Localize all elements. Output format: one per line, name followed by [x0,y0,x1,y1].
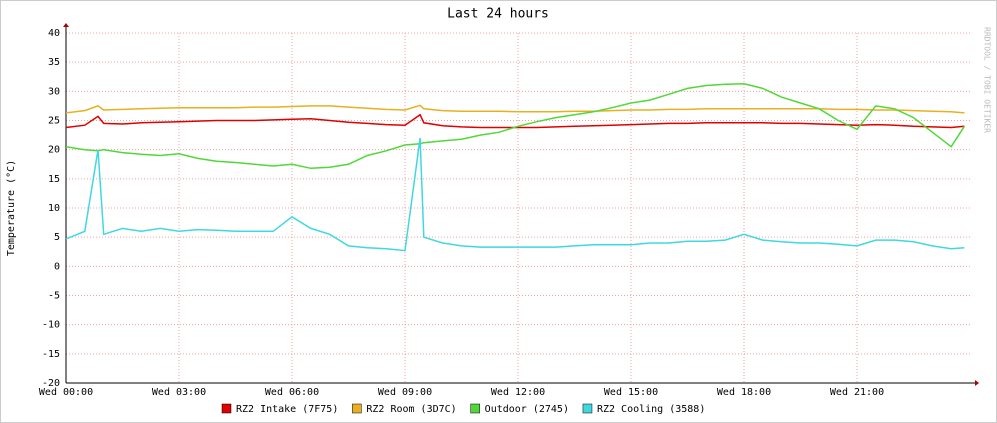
legend-swatch [582,403,593,414]
legend-swatch [221,403,232,414]
y-tick-label: 15 [48,174,60,185]
legend-label: RZ2 Room (3D7C) [366,404,456,415]
x-tick-label: Wed 09:00 [378,387,432,398]
x-tick-label: Wed 00:00 [39,387,93,398]
x-tick-label: Wed 15:00 [604,387,658,398]
y-tick-label: 30 [48,86,60,97]
y-tick-label: 35 [48,57,60,68]
y-tick-label: 5 [54,232,60,243]
legend-label: Outdoor (2745) [485,404,569,415]
y-tick-label: 10 [48,203,60,214]
series-line [65,113,965,129]
legend-label: RZ2 Cooling (3588) [597,404,705,415]
x-tick-label: Wed 03:00 [152,387,206,398]
series-line [65,137,965,252]
legend-swatch [352,403,362,414]
chart-title: Last 24 hours [447,7,549,22]
y-tick-label: 20 [48,145,60,156]
x-tick-label: Wed 12:00 [491,387,545,398]
series-line [65,104,965,114]
y-tick-label: -20 [42,378,60,389]
axis-arrow [63,23,69,27]
x-tick-label: Wed 18:00 [717,387,771,398]
x-tick-label: Wed 21:00 [830,387,884,398]
y-tick-label: -15 [42,349,60,360]
watermark: RRDTOOL / TOBI OETIKER [983,27,992,133]
y-tick-label: 0 [54,261,60,272]
legend-label: RZ2 Intake (7F75) [236,404,338,415]
x-tick-label: Wed 06:00 [265,387,319,398]
legend-swatch [470,403,480,414]
y-tick-label: 40 [48,28,60,39]
y-tick-label: -10 [42,320,60,331]
y-tick-label: -5 [48,291,60,302]
y-axis-label: Temperature (°C) [6,160,17,256]
axis-arrow [975,380,979,386]
y-tick-label: 25 [48,116,60,127]
series-line [65,83,966,170]
